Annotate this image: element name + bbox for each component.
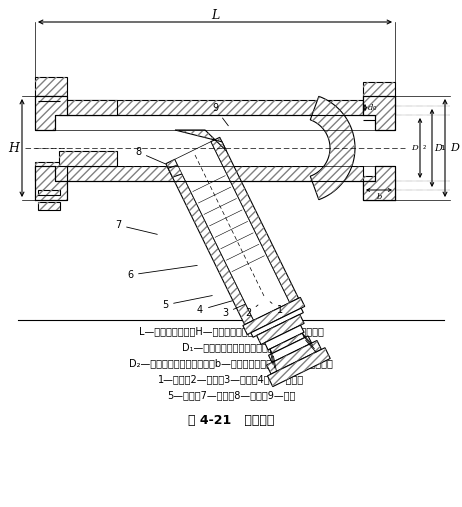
Text: 4: 4: [197, 301, 232, 315]
Bar: [363, 181, 395, 200]
Polygon shape: [35, 96, 67, 130]
Text: D: D: [450, 143, 459, 153]
Text: L—过滤器体总长；H—过滤器中心高；D—连接法兰最大外径；: L—过滤器体总长；H—过滤器中心高；D—连接法兰最大外径；: [139, 326, 323, 336]
Bar: [363, 176, 395, 181]
Polygon shape: [265, 325, 304, 350]
Polygon shape: [310, 96, 355, 200]
Bar: [35, 77, 67, 96]
Bar: [67, 166, 363, 181]
Text: 0: 0: [373, 105, 377, 111]
Text: 5: 5: [162, 296, 212, 310]
Bar: [363, 181, 395, 200]
Text: 5—封盖；7—滤网；8—框架；9—本体: 5—封盖；7—滤网；8—框架；9—本体: [167, 390, 295, 400]
Text: 7: 7: [115, 220, 157, 234]
Bar: [59, 151, 117, 166]
Bar: [35, 162, 67, 181]
Polygon shape: [168, 166, 205, 177]
Polygon shape: [166, 159, 254, 324]
Polygon shape: [175, 130, 226, 151]
Polygon shape: [267, 341, 322, 374]
Polygon shape: [270, 333, 304, 353]
Bar: [59, 151, 117, 166]
Polygon shape: [35, 166, 67, 200]
Bar: [67, 100, 363, 115]
Text: L: L: [211, 9, 219, 21]
Text: 图 4-21   法兰连接: 图 4-21 法兰连接: [188, 414, 274, 427]
Text: D: D: [434, 143, 442, 153]
Bar: [67, 166, 363, 181]
Text: b: b: [377, 193, 382, 201]
Bar: [38, 190, 60, 195]
Bar: [38, 202, 60, 210]
Polygon shape: [175, 142, 290, 320]
Bar: [38, 202, 60, 210]
Polygon shape: [211, 137, 298, 303]
Text: d: d: [368, 103, 373, 112]
Polygon shape: [243, 298, 305, 335]
Text: 1—螺钉；2—螺栓；3—螺母；4、6—垫片；: 1—螺钉；2—螺栓；3—螺母；4、6—垫片；: [158, 374, 304, 384]
Text: H: H: [9, 141, 19, 155]
Bar: [363, 82, 395, 115]
Bar: [35, 162, 67, 181]
Bar: [35, 130, 395, 166]
Bar: [59, 100, 117, 115]
Text: 1: 1: [270, 302, 283, 315]
Text: 1: 1: [440, 145, 444, 151]
Text: D: D: [411, 144, 418, 152]
Text: 9: 9: [212, 103, 228, 126]
Text: D₁—连接法兰最大螺孔中心直径；: D₁—连接法兰最大螺孔中心直径；: [182, 342, 280, 352]
Bar: [67, 100, 363, 115]
Polygon shape: [267, 348, 330, 387]
Bar: [59, 100, 117, 115]
Text: 2: 2: [245, 305, 258, 318]
Text: 6: 6: [127, 265, 197, 280]
Text: 2: 2: [423, 145, 426, 150]
Text: 3: 3: [222, 304, 245, 318]
Text: 8: 8: [135, 147, 165, 164]
Bar: [363, 82, 395, 115]
Bar: [38, 190, 60, 195]
Polygon shape: [363, 166, 395, 200]
Polygon shape: [256, 314, 304, 344]
Bar: [363, 176, 395, 181]
Polygon shape: [363, 96, 395, 130]
Text: D₂—连接法兰最小螺孔直径；b—连接法兰厚度；d₀—螺孔最大直径；: D₂—连接法兰最小螺孔直径；b—连接法兰厚度；d₀—螺孔最大直径；: [129, 358, 333, 368]
Polygon shape: [251, 308, 304, 337]
Bar: [35, 77, 67, 96]
Polygon shape: [268, 336, 311, 363]
